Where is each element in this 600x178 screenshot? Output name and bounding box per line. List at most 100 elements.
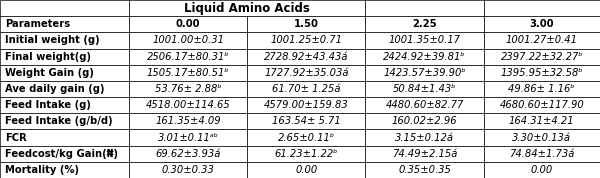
Bar <box>129 129 247 146</box>
Bar <box>247 16 365 32</box>
Bar <box>484 162 600 178</box>
Text: Feed Intake (g/b/d): Feed Intake (g/b/d) <box>5 116 112 126</box>
Bar <box>484 16 600 32</box>
Text: 2.65±0.11ᵇ: 2.65±0.11ᵇ <box>278 133 335 143</box>
Bar <box>365 113 484 129</box>
Text: 1001.27±0.41: 1001.27±0.41 <box>506 35 578 45</box>
Bar <box>129 113 247 129</box>
Text: 0.00: 0.00 <box>176 19 200 29</box>
Bar <box>365 81 484 97</box>
Text: 160.02±2.96: 160.02±2.96 <box>392 116 457 126</box>
Bar <box>0 0 129 16</box>
Bar <box>484 81 600 97</box>
Text: 164.31±4.21: 164.31±4.21 <box>509 116 575 126</box>
Text: 1423.57±39.90ᵇ: 1423.57±39.90ᵇ <box>383 68 466 78</box>
Text: 1395.95±32.58ᵇ: 1395.95±32.58ᵇ <box>500 68 583 78</box>
Bar <box>0 49 129 65</box>
Bar <box>484 97 600 113</box>
Text: 0.35±0.35: 0.35±0.35 <box>398 165 451 175</box>
Text: Ave daily gain (g): Ave daily gain (g) <box>5 84 104 94</box>
Text: Final weight(g): Final weight(g) <box>5 52 91 62</box>
Text: 61.70± 1.25á: 61.70± 1.25á <box>272 84 341 94</box>
Text: 50.84±1.43ᵇ: 50.84±1.43ᵇ <box>393 84 456 94</box>
Bar <box>484 49 600 65</box>
Bar <box>247 65 365 81</box>
Bar <box>0 97 129 113</box>
Text: 74.84±1.73á: 74.84±1.73á <box>509 149 574 159</box>
Text: 4480.60±82.77: 4480.60±82.77 <box>385 100 464 110</box>
Text: 69.62±3.93á: 69.62±3.93á <box>155 149 221 159</box>
Bar <box>247 113 365 129</box>
Bar <box>129 97 247 113</box>
Bar <box>247 49 365 65</box>
Bar <box>0 113 129 129</box>
Bar <box>247 81 365 97</box>
Bar <box>484 32 600 49</box>
Bar <box>365 0 484 16</box>
Bar <box>0 162 129 178</box>
Text: Parameters: Parameters <box>5 19 70 29</box>
Text: 1001.00±0.31: 1001.00±0.31 <box>152 35 224 45</box>
Bar <box>247 32 365 49</box>
Text: 3.30±0.13á: 3.30±0.13á <box>512 133 571 143</box>
Text: 49.86± 1.16ᵇ: 49.86± 1.16ᵇ <box>508 84 575 94</box>
Bar <box>484 0 600 16</box>
Text: 3.00: 3.00 <box>530 19 554 29</box>
Text: Feed Intake (g): Feed Intake (g) <box>5 100 91 110</box>
Text: Mortality (%): Mortality (%) <box>5 165 79 175</box>
Bar <box>129 49 247 65</box>
Bar <box>0 65 129 81</box>
Bar <box>365 146 484 162</box>
Text: 3.01±0.11ᵃᵇ: 3.01±0.11ᵃᵇ <box>158 133 218 143</box>
Text: 53.76± 2.88ᵇ: 53.76± 2.88ᵇ <box>155 84 221 94</box>
Bar <box>129 0 365 16</box>
Text: 4579.00±159.83: 4579.00±159.83 <box>264 100 349 110</box>
Bar <box>129 16 247 32</box>
Bar <box>0 129 129 146</box>
Bar <box>247 129 365 146</box>
Text: 1001.25±0.71: 1001.25±0.71 <box>271 35 342 45</box>
Text: 74.49±2.15á: 74.49±2.15á <box>392 149 457 159</box>
Text: Liquid Amino Acids: Liquid Amino Acids <box>184 2 310 15</box>
Text: 2424.92±39.81ᵇ: 2424.92±39.81ᵇ <box>383 52 466 62</box>
Text: 4518.00±114.65: 4518.00±114.65 <box>146 100 230 110</box>
Bar <box>129 162 247 178</box>
Bar <box>484 146 600 162</box>
Bar <box>129 65 247 81</box>
Text: 2.25: 2.25 <box>412 19 437 29</box>
Text: Weight Gain (g): Weight Gain (g) <box>5 68 94 78</box>
Text: 61.23±1.22ᵇ: 61.23±1.22ᵇ <box>275 149 338 159</box>
Text: 1001.35±0.17: 1001.35±0.17 <box>389 35 461 45</box>
Bar <box>365 65 484 81</box>
Bar <box>247 162 365 178</box>
Text: Feedcost/kg Gain(₦): Feedcost/kg Gain(₦) <box>5 149 118 159</box>
Bar <box>365 97 484 113</box>
Text: 161.35±4.09: 161.35±4.09 <box>155 116 221 126</box>
Bar <box>247 97 365 113</box>
Bar <box>484 65 600 81</box>
Bar <box>0 16 129 32</box>
Bar <box>0 146 129 162</box>
Text: 0.30±0.33: 0.30±0.33 <box>161 165 215 175</box>
Bar <box>247 146 365 162</box>
Bar <box>0 81 129 97</box>
Bar <box>129 81 247 97</box>
Bar <box>129 146 247 162</box>
Text: 1.50: 1.50 <box>294 19 319 29</box>
Text: 2397.22±32.27ᵇ: 2397.22±32.27ᵇ <box>500 52 583 62</box>
Bar <box>484 129 600 146</box>
Text: 4680.60±117.90: 4680.60±117.90 <box>499 100 584 110</box>
Bar <box>365 49 484 65</box>
Text: Initial weight (g): Initial weight (g) <box>5 35 100 45</box>
Bar <box>365 162 484 178</box>
Text: 0.00: 0.00 <box>295 165 317 175</box>
Bar <box>0 32 129 49</box>
Bar <box>484 113 600 129</box>
Text: 2728.92±43.43á: 2728.92±43.43á <box>264 52 349 62</box>
Bar <box>365 16 484 32</box>
Text: 1505.17±80.51ᵇ: 1505.17±80.51ᵇ <box>147 68 229 78</box>
Bar <box>129 32 247 49</box>
Text: 163.54± 5.71: 163.54± 5.71 <box>272 116 341 126</box>
Text: 0.00: 0.00 <box>530 165 553 175</box>
Bar <box>365 129 484 146</box>
